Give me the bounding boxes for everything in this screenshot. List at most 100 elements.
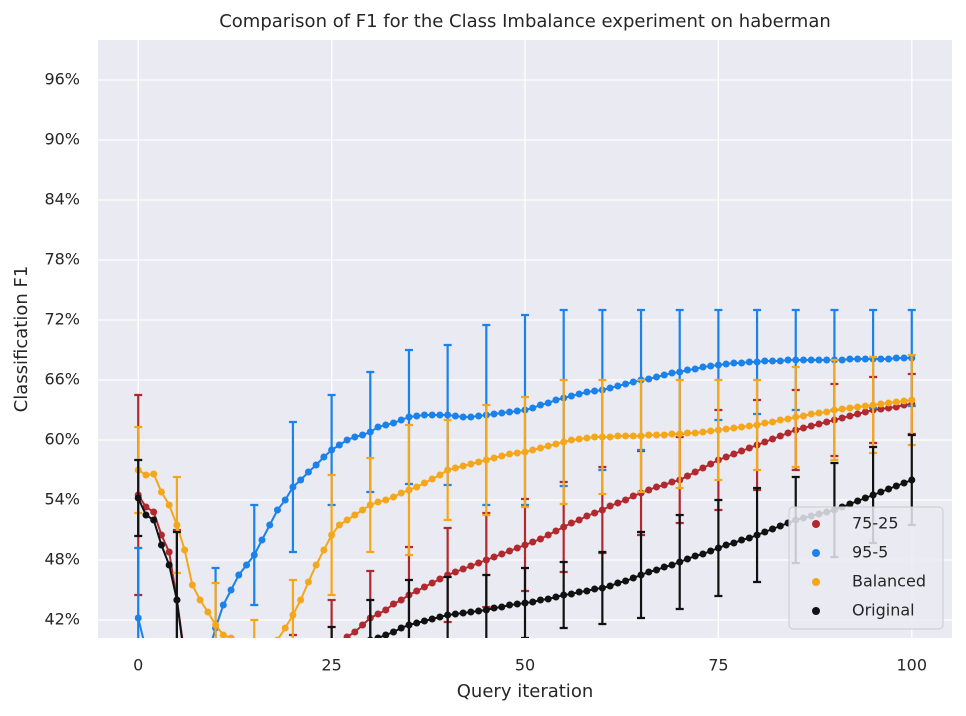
data-point <box>444 611 452 619</box>
data-point <box>622 380 630 388</box>
data-point <box>529 404 537 412</box>
data-point <box>343 436 351 444</box>
data-point <box>389 493 397 501</box>
data-point <box>536 596 544 604</box>
data-point <box>629 492 637 500</box>
data-point <box>854 497 862 505</box>
data-point <box>189 687 196 694</box>
data-point <box>189 692 196 699</box>
data-point <box>552 527 560 535</box>
data-point <box>730 424 738 432</box>
data-point <box>389 628 397 636</box>
legend: 75-25 95-5 Balanced Original <box>788 506 944 630</box>
data-point <box>173 596 181 604</box>
data-point <box>676 430 684 438</box>
data-point <box>653 483 661 491</box>
data-point <box>745 358 753 366</box>
data-point <box>382 606 390 614</box>
error-bar <box>288 633 297 638</box>
data-point <box>869 491 877 499</box>
data-point <box>583 388 591 396</box>
y-tick-label: 42% <box>44 610 80 629</box>
data-point <box>521 448 529 456</box>
data-point <box>544 399 552 407</box>
data-point <box>482 456 490 464</box>
data-point <box>343 516 351 524</box>
data-point <box>274 712 281 716</box>
data-point <box>645 431 653 439</box>
data-point <box>892 482 900 490</box>
data-point <box>823 356 831 364</box>
data-point <box>838 356 846 364</box>
data-point <box>606 502 614 510</box>
data-point <box>560 523 568 531</box>
data-point <box>753 358 761 366</box>
data-point <box>846 355 854 363</box>
data-point <box>583 434 591 442</box>
data-point <box>861 355 869 363</box>
data-point <box>784 415 792 423</box>
data-point <box>738 359 746 367</box>
data-point <box>420 479 428 487</box>
data-point <box>544 531 552 539</box>
data-point <box>204 652 211 659</box>
data-point <box>823 408 831 416</box>
data-point <box>382 421 390 429</box>
data-point <box>204 608 212 616</box>
data-point <box>908 396 916 404</box>
data-point <box>792 356 800 364</box>
data-point <box>459 462 467 470</box>
data-point <box>397 489 405 497</box>
data-point <box>745 444 753 452</box>
data-point <box>560 591 568 599</box>
x-tick-label: 75 <box>708 656 728 675</box>
data-point <box>490 553 498 561</box>
data-point <box>699 550 707 558</box>
legend-box <box>788 506 944 630</box>
data-point <box>413 412 421 420</box>
chart-title: Comparison of F1 for the Class Imbalance… <box>219 11 831 32</box>
data-point <box>552 440 560 448</box>
data-point <box>150 508 158 516</box>
data-point <box>165 501 173 509</box>
data-point <box>405 621 413 629</box>
data-point <box>900 397 908 405</box>
data-point <box>475 607 483 615</box>
data-point <box>769 525 777 533</box>
data-point <box>885 404 893 412</box>
data-point <box>351 511 359 519</box>
x-tick-label: 100 <box>897 656 928 675</box>
data-point <box>328 644 335 651</box>
data-point <box>560 438 568 446</box>
data-point <box>776 522 784 530</box>
data-point <box>467 608 475 616</box>
data-point <box>799 424 807 432</box>
data-point <box>498 409 506 417</box>
data-point <box>591 509 599 517</box>
data-point <box>761 357 769 365</box>
legend-label: Original <box>852 601 915 620</box>
data-point <box>645 568 653 576</box>
data-point <box>668 561 676 569</box>
data-point <box>846 500 854 508</box>
data-point <box>776 416 784 424</box>
data-point <box>877 405 885 413</box>
data-point <box>699 428 707 436</box>
data-point <box>622 432 630 440</box>
data-point <box>197 672 204 679</box>
data-point <box>699 464 707 472</box>
data-point <box>761 438 769 446</box>
data-point <box>359 643 366 650</box>
data-point <box>181 657 188 664</box>
data-point <box>529 538 537 546</box>
data-point <box>614 499 622 507</box>
data-point <box>281 624 289 632</box>
data-point <box>575 390 583 398</box>
data-point <box>769 418 777 426</box>
data-point <box>591 387 599 395</box>
data-point <box>397 596 405 604</box>
data-point <box>691 468 699 476</box>
x-axis-label: Query iteration <box>457 681 593 702</box>
data-point <box>784 429 792 437</box>
data-point <box>173 712 180 716</box>
